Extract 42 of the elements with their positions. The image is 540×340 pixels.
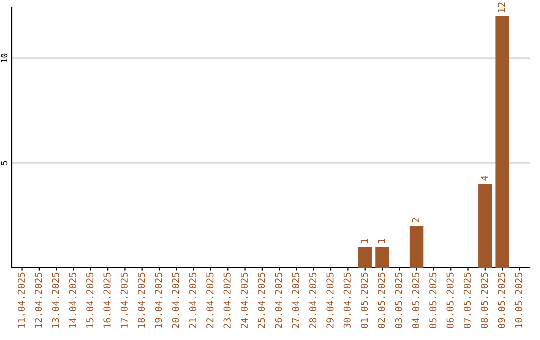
x-tick-label: 22.04.2025	[206, 272, 214, 328]
x-tick-label: 25.04.2025	[258, 272, 266, 328]
x-tick-label: 13.04.2025	[52, 272, 60, 328]
bar	[358, 247, 372, 268]
x-tick-label: 04.05.2025	[412, 272, 420, 328]
x-tick-label: 20.04.2025	[172, 272, 180, 328]
x-tick-label: 18.04.2025	[138, 272, 146, 328]
bar	[496, 16, 510, 268]
x-tick-label: 19.04.2025	[155, 272, 162, 328]
data-label: 12	[498, 2, 506, 12]
x-tick-label: 10.05.2025	[515, 272, 522, 328]
y-tick-label: 10	[1, 54, 8, 62]
x-tick-label: 16.04.2025	[104, 272, 111, 328]
x-tick-label: 07.05.2025	[464, 272, 472, 328]
x-tick-label: 02.05.2025	[378, 272, 386, 328]
x-tick-label: 28.04.2025	[310, 272, 317, 328]
x-tick-label: 15.04.2025	[86, 272, 94, 328]
x-tick-label: 14.04.2025	[69, 272, 77, 328]
x-tick-label: 30.04.2025	[344, 272, 351, 328]
x-tick-label: 17.04.2025	[120, 272, 128, 328]
x-tick-label: 23.04.2025	[224, 272, 231, 328]
x-tick-label: 05.05.2025	[430, 272, 437, 328]
data-label: 2	[412, 218, 420, 223]
x-tick-label: 12.04.2025	[35, 272, 42, 328]
x-tick-label: 09.05.2025	[498, 272, 506, 328]
x-tick-label: 21.04.2025	[189, 272, 197, 328]
x-tick-label: 24.04.2025	[240, 272, 248, 328]
bar	[376, 247, 390, 268]
x-tick-label: 06.05.2025	[446, 272, 454, 328]
y-tick-label: 5	[1, 161, 8, 166]
bar	[410, 226, 424, 268]
x-tick-label: 08.05.2025	[481, 272, 488, 328]
x-tick-label: 11.04.2025	[18, 272, 26, 328]
x-tick-label: 26.04.2025	[275, 272, 282, 328]
bar	[478, 184, 492, 268]
data-label: 1	[360, 239, 368, 244]
x-tick-label: 03.05.2025	[395, 272, 402, 328]
x-tick-label: 27.04.2025	[292, 272, 300, 328]
x-tick-label: 01.05.2025	[360, 272, 368, 328]
data-label: 4	[481, 176, 488, 181]
data-label: 1	[378, 239, 386, 244]
x-tick-label: 29.04.2025	[326, 272, 334, 328]
